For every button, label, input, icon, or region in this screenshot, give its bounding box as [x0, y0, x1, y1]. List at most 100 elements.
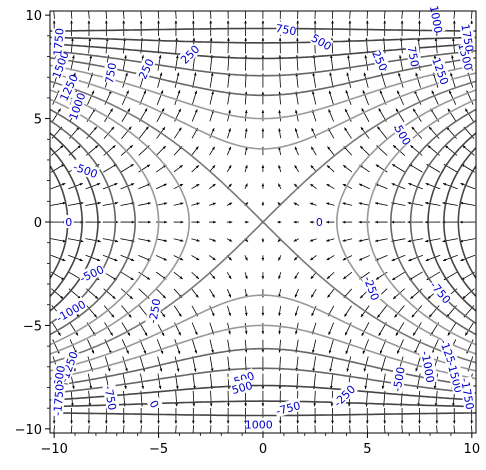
field-arrow-90	[103, 163, 117, 173]
field-arrow-385	[310, 255, 317, 261]
field-arrow-189	[173, 183, 184, 190]
field-arrow-475	[383, 425, 386, 433]
field-arrow-10	[50, 254, 66, 262]
field-arrow-576	[452, 408, 456, 424]
field-arrow-325	[279, 425, 281, 433]
field-arrow-117	[121, 126, 132, 139]
field-arrow-606	[464, 322, 474, 336]
field-arrow-53	[87, 373, 93, 390]
field-arrow-115	[120, 163, 134, 173]
field-arrow-162	[155, 220, 168, 224]
field-arrow-235	[209, 255, 216, 261]
field-arrow-151	[157, 408, 160, 424]
field-arrow-331	[278, 322, 282, 335]
field-arrow-46	[70, 55, 75, 71]
field-arrow-6	[51, 322, 61, 336]
field-arrow-57	[86, 305, 98, 318]
field-arrow-613	[459, 201, 476, 206]
field-arrow-148	[139, 20, 143, 37]
field-arrow-292	[244, 128, 248, 139]
field-arrow-334	[278, 272, 282, 280]
field-arrow-232	[209, 305, 215, 317]
field-arrow-410	[326, 255, 335, 261]
field-arrow-389	[310, 183, 317, 190]
field-arrow-8	[51, 288, 64, 300]
field-arrow-233	[209, 288, 216, 298]
contour-label-19: -500	[78, 263, 106, 285]
field-arrow-242	[209, 127, 215, 139]
field-arrow-208	[191, 288, 199, 298]
field-arrow-337	[277, 220, 282, 224]
field-arrow-383	[310, 288, 317, 298]
field-arrow-186	[173, 238, 184, 242]
field-arrow-442	[344, 127, 352, 139]
field-arrow-388	[309, 202, 317, 206]
contour-label-37: -1750	[458, 377, 476, 411]
field-arrow-212	[191, 220, 200, 224]
field-arrow-437	[342, 220, 353, 224]
field-arrow-594	[448, 90, 457, 105]
field-arrow-357	[294, 305, 299, 317]
field-arrow-18	[51, 108, 61, 122]
field-arrow-468	[361, 108, 370, 123]
field-arrow-163	[155, 202, 168, 206]
field-arrow-516	[392, 144, 406, 156]
field-arrow-86	[102, 238, 119, 243]
field-arrow-51	[87, 408, 91, 424]
field-arrow-67	[86, 126, 98, 139]
contour-label-4: 750	[103, 62, 119, 85]
field-arrow-403	[329, 373, 334, 390]
field-arrow-83	[103, 288, 116, 300]
field-arrow-72	[88, 37, 92, 54]
field-arrow-527	[417, 390, 421, 407]
field-arrow-456	[361, 322, 370, 337]
field-arrow-507	[394, 305, 405, 318]
field-arrow-302	[261, 390, 265, 407]
field-arrow-501	[400, 408, 404, 424]
field-arrow-361	[293, 238, 300, 242]
field-arrow-211	[191, 238, 200, 242]
field-arrow-362	[293, 220, 299, 224]
field-arrow-342	[278, 128, 282, 139]
field-arrow-270	[227, 73, 231, 88]
field-arrow-173	[157, 20, 160, 37]
field-arrow-600	[470, 425, 473, 433]
field-arrow-509	[391, 271, 406, 281]
field-arrow-487	[374, 220, 388, 224]
field-arrow-171	[157, 55, 162, 71]
field-arrow-265	[226, 165, 232, 173]
field-arrow-107	[121, 305, 132, 318]
field-arrow-520	[398, 72, 404, 88]
field-arrow-60	[85, 254, 101, 262]
field-arrow-100	[122, 425, 125, 433]
x-tick-label-3: 5	[363, 442, 371, 457]
field-arrow-466	[359, 145, 370, 156]
x-tick-label-0: −10	[40, 442, 67, 457]
field-arrow-158	[156, 288, 167, 299]
field-arrow-310	[261, 255, 265, 261]
field-arrow-52	[88, 390, 92, 407]
field-arrow-184	[173, 271, 183, 280]
field-arrow-282	[244, 305, 248, 316]
field-arrow-359	[294, 272, 299, 280]
field-arrow-400	[331, 425, 334, 433]
field-arrow-125	[140, 425, 142, 433]
field-arrow-169	[156, 90, 164, 105]
field-arrow-306	[261, 322, 265, 335]
field-arrow-317	[261, 128, 265, 139]
field-arrow-182	[173, 305, 182, 317]
field-arrow-281	[244, 322, 248, 335]
field-arrow-445	[346, 72, 352, 88]
field-arrow-88	[102, 201, 119, 206]
contour-label-11: 0	[316, 216, 323, 229]
field-arrow-180	[174, 339, 181, 355]
field-arrow-71	[87, 55, 93, 71]
field-arrow-192	[173, 127, 182, 139]
field-arrow-244	[209, 91, 214, 105]
field-arrow-473	[365, 20, 369, 37]
x-tick-label-4: 10	[464, 442, 481, 457]
field-arrow-444	[345, 90, 352, 105]
field-arrow-542	[411, 126, 423, 139]
field-arrow-293	[244, 109, 248, 122]
